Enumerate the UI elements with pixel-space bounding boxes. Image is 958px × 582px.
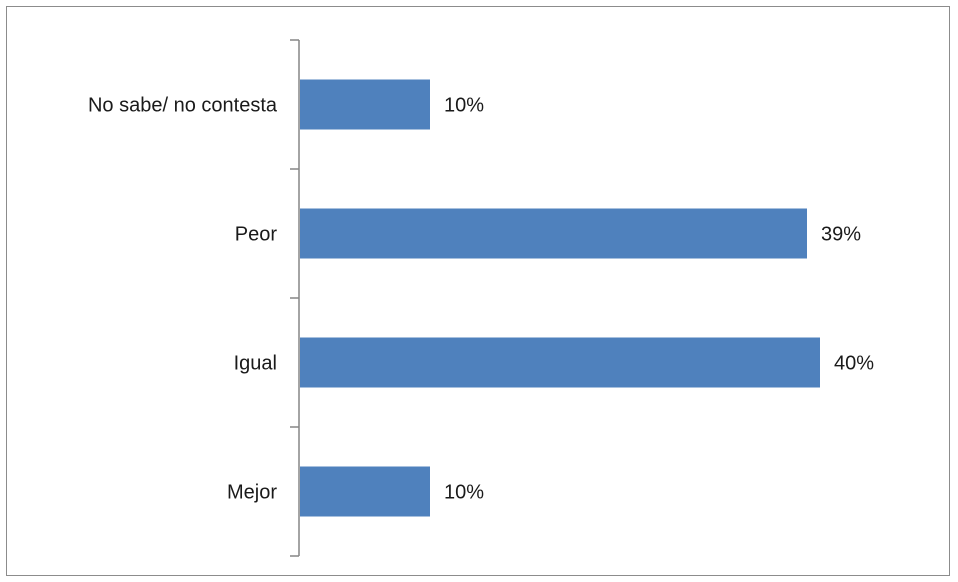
data-label: 39% — [821, 224, 861, 246]
category-label: Igual — [234, 353, 277, 375]
bar — [300, 337, 820, 388]
bar — [300, 208, 807, 259]
data-label: 10% — [444, 482, 484, 504]
category-label: No sabe/ no contesta — [88, 95, 278, 117]
data-label: 40% — [834, 353, 874, 375]
chart-frame — [6, 6, 950, 576]
data-label: 10% — [444, 95, 484, 117]
category-label: Peor — [235, 224, 278, 246]
category-label: Mejor — [227, 482, 277, 504]
bar — [300, 466, 430, 517]
bar — [300, 79, 430, 130]
